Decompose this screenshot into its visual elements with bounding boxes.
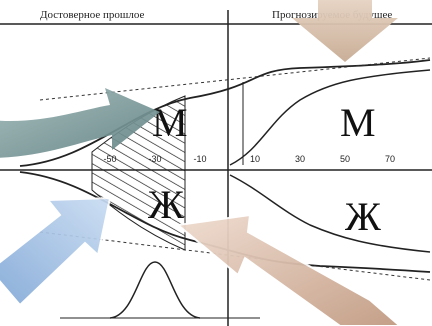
header-left: Достоверное прошлое	[40, 9, 144, 21]
arrow-blue	[0, 196, 112, 307]
female-future-label: Ж	[345, 194, 381, 239]
female-past-label: Ж	[148, 182, 184, 227]
arrow-pink	[175, 213, 402, 326]
male-past-label: М	[152, 100, 188, 145]
axis-tick-label: 30	[295, 154, 305, 164]
male-forecast	[229, 69, 431, 166]
axis-tick-label: -50	[103, 154, 116, 164]
axis-tick-label: -10	[193, 154, 206, 164]
dotted-upper	[39, 57, 431, 101]
axis-tick-label: 70	[385, 154, 395, 164]
axis-tick-label: 50	[340, 154, 350, 164]
male-curve	[19, 59, 431, 167]
axis-tick-label: 10	[250, 154, 260, 164]
arrow-left	[0, 88, 160, 158]
axis-tick-label: -30	[148, 154, 161, 164]
male-future-label: М	[340, 100, 376, 145]
arrow-top	[292, 0, 398, 62]
female-forecast	[229, 174, 431, 253]
bell-curve	[109, 261, 201, 319]
